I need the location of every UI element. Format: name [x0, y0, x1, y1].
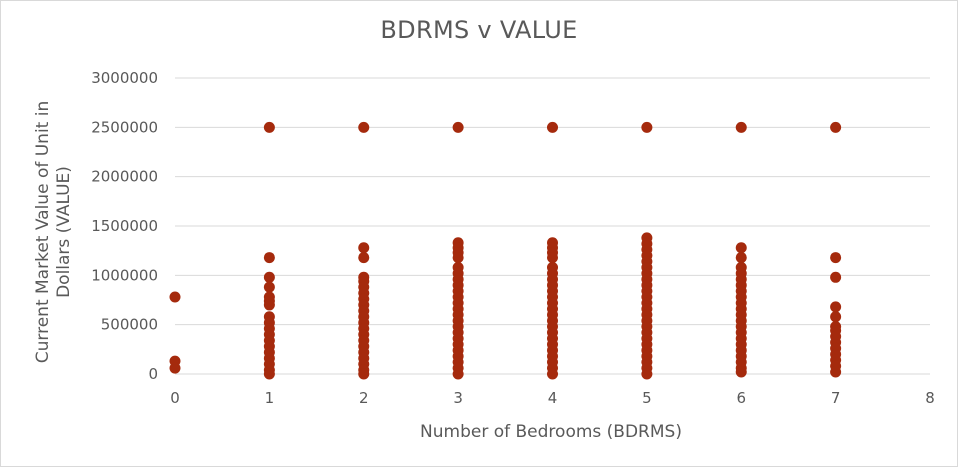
x-tick-label: 2 [359, 389, 369, 407]
y-axis-title-line-2: Dollars (VALUE) [54, 166, 74, 298]
data-point [830, 121, 842, 133]
data-point [547, 368, 558, 380]
y-axis-title-line-1: Current Market Value of Unit in [33, 101, 53, 363]
y-tick-label: 500000 [101, 316, 158, 334]
x-tick-label: 0 [170, 389, 180, 407]
data-point [263, 252, 275, 264]
data-point [263, 299, 275, 311]
x-tick-label: 4 [548, 389, 558, 407]
data-point [830, 271, 842, 283]
chart-title: BDRMS v VALUE [380, 16, 578, 44]
data-point [358, 368, 370, 380]
y-tick-label: 0 [148, 365, 158, 383]
y-tick-label: 1000000 [91, 266, 158, 284]
data-point [263, 281, 275, 293]
y-tick-label: 3000000 [91, 69, 158, 87]
data-point [452, 368, 464, 380]
x-tick-label: 1 [265, 389, 275, 407]
data-point [641, 368, 653, 380]
data-point [263, 271, 275, 283]
data-point [169, 362, 181, 374]
data-point [547, 252, 558, 264]
x-tick-label: 3 [453, 389, 463, 407]
x-tick-labels: 0 1 2 3 4 5 6 7 8 [170, 389, 935, 407]
y-tick-labels: 0 500000 1000000 1500000 2000000 2500000 30000… [91, 69, 158, 383]
data-point [358, 121, 370, 133]
data-point [830, 301, 842, 313]
data-point [641, 121, 653, 133]
data-point [830, 311, 842, 323]
data-point [169, 291, 181, 303]
data-point [735, 252, 747, 264]
x-tick-label: 5 [642, 389, 652, 407]
y-tick-label: 1500000 [91, 217, 158, 235]
data-point [263, 121, 275, 133]
data-point [263, 368, 275, 380]
data-point [735, 242, 747, 254]
data-point [358, 252, 370, 264]
data-point [452, 252, 464, 264]
data-point [735, 366, 747, 378]
y-tick-label: 2500000 [91, 118, 158, 136]
data-point [830, 366, 842, 378]
data-points [169, 121, 842, 380]
data-point [452, 121, 464, 133]
x-axis-title: Number of Bedrooms (BDRMS) [420, 422, 682, 442]
x-tick-label: 7 [831, 389, 841, 407]
x-tick-label: 8 [925, 389, 935, 407]
data-point [830, 252, 842, 264]
data-point [735, 121, 747, 133]
x-tick-label: 6 [736, 389, 746, 407]
y-tick-label: 2000000 [91, 168, 158, 186]
y-axis-title: Current Market Value of Unit in Dollars … [33, 101, 74, 363]
data-point [547, 121, 558, 133]
data-point [358, 242, 370, 254]
